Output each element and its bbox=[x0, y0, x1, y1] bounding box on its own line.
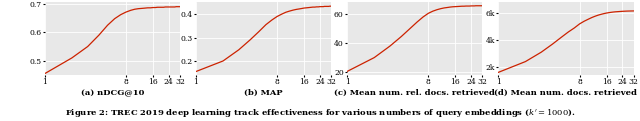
Text: Figure 2: TREC 2019 deep learning track effectiveness for various numbers of que: Figure 2: TREC 2019 deep learning track … bbox=[65, 107, 575, 120]
Text: (d) Mean num. docs. retrieved: (d) Mean num. docs. retrieved bbox=[495, 89, 637, 97]
Text: (c) Mean num. rel. docs. retrieved: (c) Mean num. rel. docs. retrieved bbox=[334, 89, 495, 97]
Text: (a) nDCG@10: (a) nDCG@10 bbox=[81, 89, 144, 97]
Text: (b) MAP: (b) MAP bbox=[244, 89, 283, 97]
